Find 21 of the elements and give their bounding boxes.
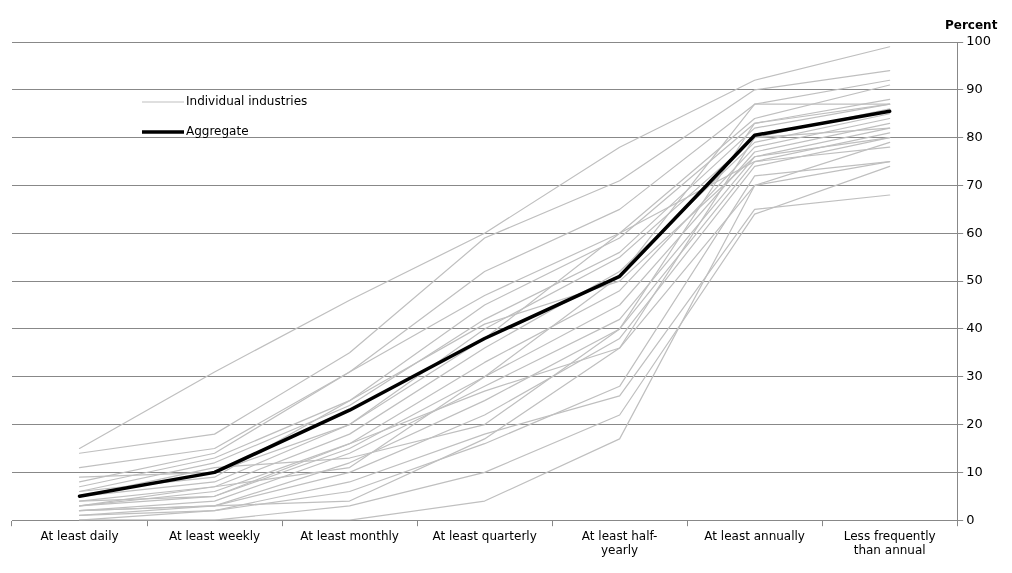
- x-tick-label: At least quarterly: [432, 528, 537, 543]
- y-tick-label: 0: [966, 511, 975, 527]
- y-tick-label: 70: [966, 176, 983, 192]
- y-tick-label: 40: [966, 320, 983, 336]
- legend-label: Aggregate: [186, 124, 249, 139]
- y-tick-label: 80: [966, 129, 983, 145]
- legend-label: Individual industries: [186, 94, 308, 109]
- x-tick-label: At least half-yearly: [581, 528, 658, 557]
- y-axis-title: Percent: [944, 18, 998, 33]
- x-tick-label: Less frequently than annual: [843, 528, 936, 557]
- x-tick-label: At least weekly: [168, 528, 261, 543]
- y-tick-label: 50: [966, 272, 983, 288]
- y-tick-label: 100: [966, 33, 992, 49]
- x-tick-label: At least monthly: [300, 528, 399, 543]
- y-tick-label: 20: [966, 415, 983, 431]
- y-tick-label: 30: [966, 368, 983, 384]
- y-tick-label: 10: [966, 463, 983, 479]
- y-tick-label: 90: [966, 81, 983, 97]
- y-tick-label: 60: [966, 224, 983, 240]
- x-tick-label: At least daily: [40, 528, 119, 543]
- x-tick-label: At least annually: [704, 528, 805, 543]
